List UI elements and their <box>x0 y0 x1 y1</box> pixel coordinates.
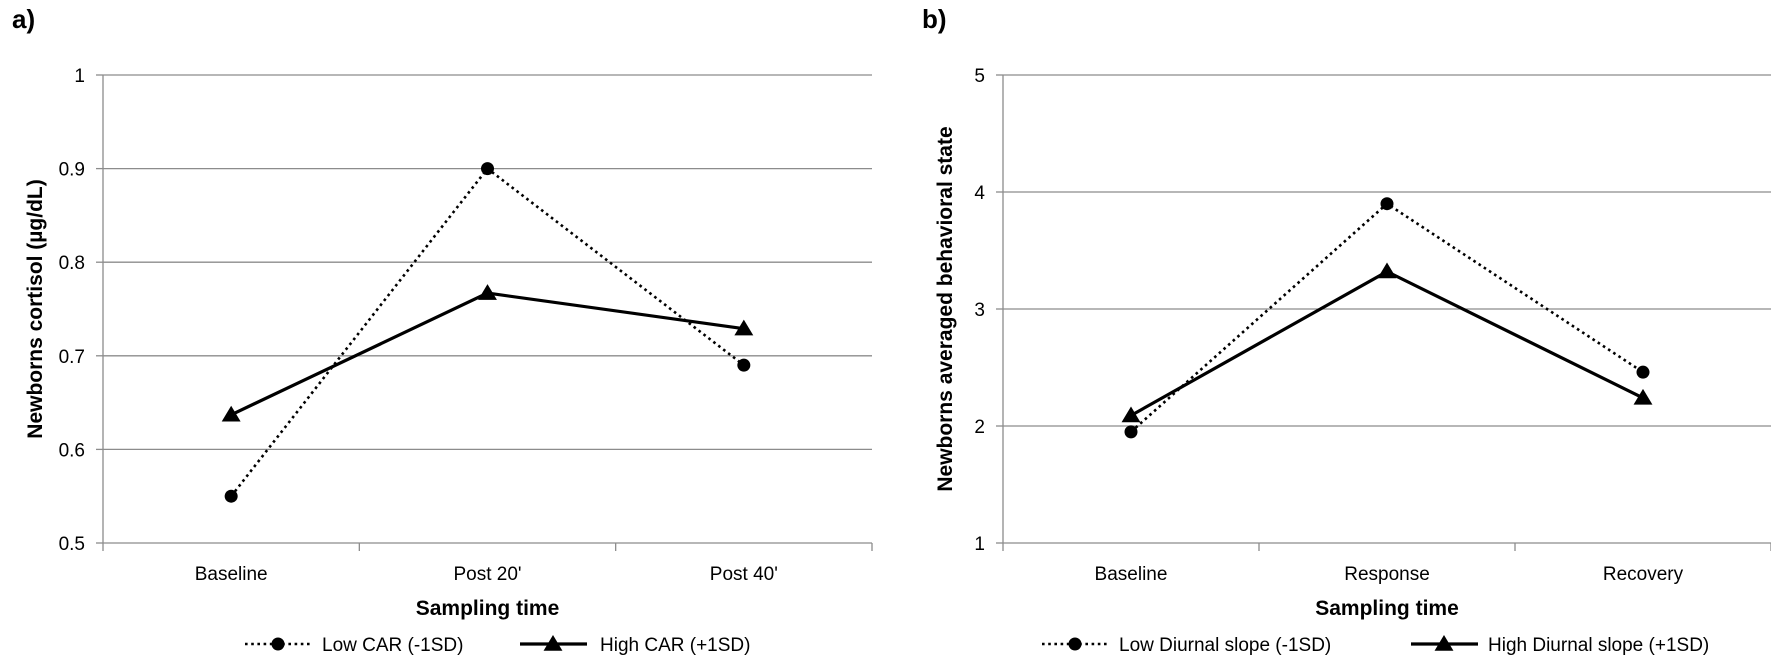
series-low <box>1125 197 1650 438</box>
series-high <box>1122 263 1653 423</box>
y-tick-label: 0.7 <box>59 347 85 368</box>
legend-label: Low CAR (-1SD) <box>322 635 463 656</box>
series-low <box>225 162 751 503</box>
data-point <box>1122 406 1141 422</box>
x-axis-title: Sampling time <box>1315 597 1459 620</box>
panel-label-a: a) <box>12 4 35 34</box>
x-tick-label: Post 20' <box>453 564 521 585</box>
series-high <box>222 284 754 421</box>
legend-label: High Diurnal slope (+1SD) <box>1488 635 1709 656</box>
chart-panel-b: b) 1 2 3 4 5 Baseline Response Recovery Sampling… <box>922 4 1771 656</box>
y-tick-label: 0.6 <box>59 440 85 461</box>
data-point <box>1125 425 1138 438</box>
x-tick-label: Baseline <box>1095 564 1168 585</box>
legend-label: Low Diurnal slope (-1SD) <box>1119 635 1331 656</box>
y-tick-label: 3 <box>974 300 985 321</box>
series-line <box>1131 204 1643 432</box>
legend-marker <box>272 638 285 651</box>
data-point <box>1637 366 1650 379</box>
x-tick-label: Recovery <box>1603 564 1684 585</box>
y-axis-title: Newborns cortisol (µg/dL) <box>24 179 47 438</box>
series-line <box>1131 272 1643 416</box>
data-point <box>1381 197 1394 210</box>
y-axis-title: Newborns averaged behavioral state <box>934 126 957 491</box>
data-point <box>478 284 497 300</box>
y-tick-label: 0.9 <box>59 160 85 181</box>
data-point <box>222 406 241 422</box>
panel-label-b: b) <box>922 4 947 34</box>
x-tick-label: Response <box>1344 564 1430 585</box>
x-axis-title: Sampling time <box>416 597 560 620</box>
x-tick-label: Baseline <box>195 564 268 585</box>
data-point <box>737 359 750 372</box>
data-point <box>1378 263 1397 279</box>
y-tick-label: 4 <box>974 183 985 204</box>
legend-marker <box>1069 638 1082 651</box>
data-point <box>225 490 238 503</box>
data-point <box>481 162 494 175</box>
series-line <box>231 169 744 497</box>
y-tick-label: 0.8 <box>59 253 85 274</box>
chart-panel-a: a) 0.5 0.6 0.7 0.8 0.9 1 Baseline Post 20' Post … <box>12 4 872 656</box>
y-tick-label: 0.5 <box>59 534 85 555</box>
legend-label: High CAR (+1SD) <box>600 635 750 656</box>
data-point <box>1634 389 1653 405</box>
y-tick-label: 1 <box>74 66 85 87</box>
y-tick-label: 1 <box>974 534 985 555</box>
x-tick-label: Post 40' <box>710 564 778 585</box>
y-tick-label: 2 <box>974 417 985 438</box>
y-tick-label: 5 <box>974 66 985 87</box>
